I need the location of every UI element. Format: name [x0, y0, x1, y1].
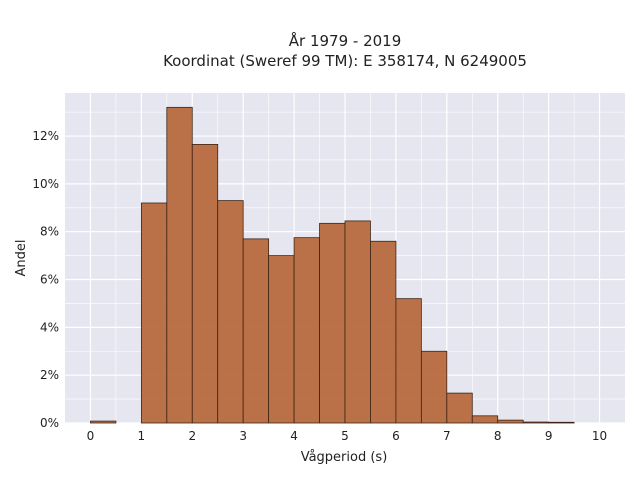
histogram-bar — [166, 106, 193, 424]
x-tick-label: 2 — [188, 429, 196, 443]
x-tick-label: 0 — [87, 429, 95, 443]
histogram-bar — [370, 240, 397, 424]
x-tick-label: 8 — [494, 429, 502, 443]
histogram-bar — [242, 238, 270, 424]
histogram-bar — [497, 419, 524, 424]
y-tick-label: 12% — [32, 129, 59, 143]
histogram-bar — [446, 392, 473, 424]
histogram-bar — [90, 420, 117, 424]
x-tick-label: 3 — [239, 429, 247, 443]
x-tick-label: 1 — [138, 429, 146, 443]
histogram-bar — [344, 220, 371, 424]
y-tick-label: 4% — [40, 320, 59, 334]
x-tick-labels: 0 1 2 3 4 5 6 7 8 9 10 — [87, 429, 608, 443]
y-tick-label: 8% — [40, 225, 59, 239]
y-tick-label: 10% — [32, 177, 59, 191]
histogram-bar — [217, 200, 244, 424]
x-tick-label: 5 — [341, 429, 349, 443]
histogram-bar — [319, 222, 346, 424]
y-tick-label: 6% — [40, 273, 59, 287]
histogram-bar — [471, 415, 499, 424]
x-tick-label: 4 — [290, 429, 298, 443]
histogram-bar — [268, 255, 295, 424]
y-tick-label: 0% — [40, 416, 59, 430]
y-axis-label: Andel — [14, 240, 29, 277]
histogram-bar — [522, 421, 550, 424]
bars — [90, 106, 575, 424]
histogram-bar — [548, 421, 575, 424]
x-tick-label: 6 — [392, 429, 400, 443]
x-tick-label: 7 — [443, 429, 451, 443]
histogram-bar — [191, 144, 219, 424]
x-tick-label: 9 — [545, 429, 553, 443]
y-tick-label: 2% — [40, 368, 59, 382]
histogram-bar — [140, 202, 168, 424]
histogram-bar — [293, 237, 320, 424]
chart-title: År 1979 - 2019 — [289, 31, 402, 50]
histogram-bar — [395, 298, 422, 424]
x-tick-label: 10 — [592, 429, 607, 443]
y-tick-labels: 0% 2% 4% 6% 8% 10% 12% — [32, 129, 59, 430]
x-axis-label: Vågperiod (s) — [301, 450, 388, 465]
chart-subtitle: Koordinat (Sweref 99 TM): E 358174, N 62… — [163, 52, 527, 70]
histogram-bar — [420, 350, 448, 424]
